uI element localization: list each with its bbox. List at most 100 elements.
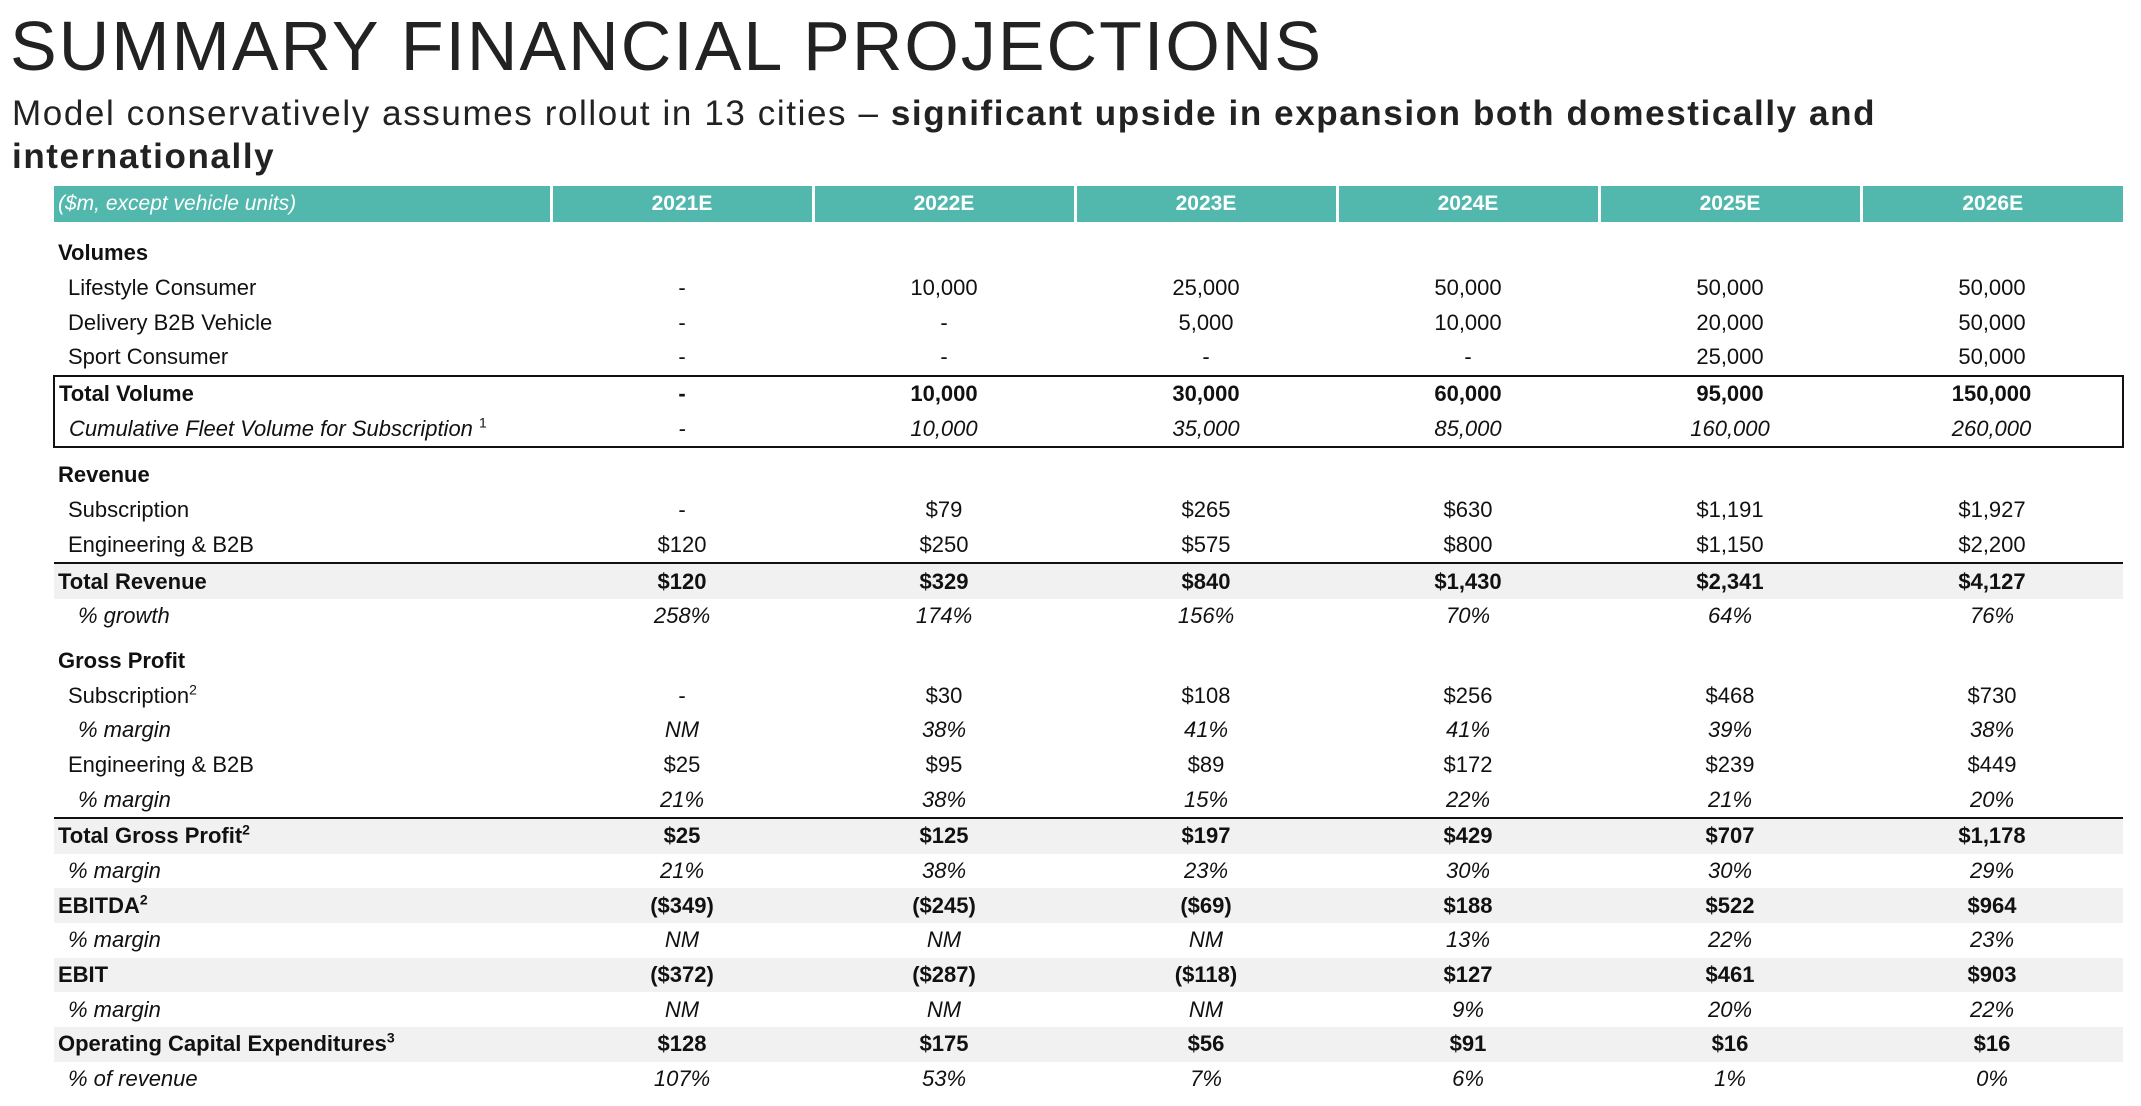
cell-value: 50,000 — [1696, 275, 1764, 301]
cell-value: $800 — [1443, 531, 1493, 557]
cell-value: $172 — [1443, 751, 1493, 777]
table-row-total-gp: Total Gross Profit2 $25 $125 $197 $429 $707 $1… — [54, 817, 2123, 854]
cell-value: $56 — [1075, 1027, 1337, 1062]
cell-value: 20% — [1969, 786, 2015, 812]
cell-value: - — [1202, 344, 1210, 370]
cell-value: 1% — [1714, 1066, 1746, 1092]
cell-value: 38% — [1969, 717, 2015, 743]
cell-value: - — [678, 275, 686, 301]
cell-value: $964 — [1861, 888, 2123, 924]
row-label-text: EBIT — [58, 962, 109, 988]
cell-value: 5,000 — [1178, 309, 1234, 335]
row-label: Engineering & B2B — [54, 748, 551, 783]
footnote-marker: 3 — [386, 1030, 395, 1047]
table-row-cumulative: Cumulative Fleet Volume for Subscription… — [53, 411, 2124, 449]
cell-value: 76% — [1969, 603, 2015, 629]
cell-value: - — [940, 309, 948, 335]
cell-value: ($69) — [1075, 888, 1337, 924]
cell-value: $91 — [1337, 1027, 1599, 1062]
cell-value: 23% — [1969, 927, 2015, 953]
cell-value: 156% — [1177, 603, 1235, 629]
cell-value: 258% — [653, 603, 711, 629]
cell-value: $2,341 — [1599, 562, 1861, 599]
cell-value: $1,430 — [1337, 562, 1599, 599]
cell-value: 64% — [1707, 603, 1753, 629]
row-label: % of revenue — [54, 1062, 551, 1097]
cell-value: 0% — [1976, 1066, 2008, 1092]
cell-value: $468 — [1705, 682, 1755, 708]
table-row-gp-eng-margin: % margin 21% 38% 15% 22% 21% 20% — [54, 782, 2123, 818]
row-label-text: Engineering & B2B — [68, 751, 254, 777]
row-label: % margin — [54, 713, 551, 748]
row-label: EBIT — [54, 957, 551, 993]
cell-value: $16 — [1861, 1027, 2123, 1062]
header-year: 2026E — [1859, 186, 2123, 222]
cell-value: NM — [1188, 927, 1224, 953]
table-row-capex-pct: % of revenue 107% 53% 7% 6% 1% 0% — [54, 1062, 2123, 1097]
cell-value: 95,000 — [1599, 374, 1861, 412]
cell-value: $2,200 — [1958, 531, 2026, 557]
cell-value: $239 — [1705, 751, 1755, 777]
cell-value: - — [678, 497, 686, 523]
cell-value: $250 — [919, 531, 969, 557]
cell-value: $429 — [1337, 817, 1599, 854]
cell-value: ($245) — [813, 888, 1075, 924]
page-title: SUMMARY FINANCIAL PROJECTIONS — [10, 7, 1324, 85]
cell-value: $522 — [1599, 888, 1861, 924]
cell-value: 160,000 — [1599, 411, 1861, 449]
cell-value: $25 — [551, 817, 813, 854]
table-row-total-revenue: Total Revenue $120 $329 $840 $1,430 $2,341 $4,… — [54, 562, 2123, 599]
cell-value: 70% — [1445, 603, 1491, 629]
cell-value: $79 — [925, 497, 963, 523]
subtitle-normal: Model conservatively assumes rollout in … — [12, 94, 891, 133]
cell-value: $197 — [1075, 817, 1337, 854]
cell-value: 25,000 — [1696, 344, 1764, 370]
cell-value: - — [678, 682, 686, 708]
cell-value: $1,178 — [1861, 817, 2123, 854]
row-label: % margin — [54, 854, 551, 889]
cell-value: - — [551, 374, 813, 412]
cell-value: 10,000 — [1434, 309, 1502, 335]
table-row-ebit-margin: % margin NM NM NM 9% 20% 22% — [54, 992, 2123, 1027]
row-label-text: % margin — [68, 927, 161, 953]
cell-value: 21% — [659, 858, 705, 884]
row-label: % margin — [54, 923, 551, 958]
table-row-gp-sub-margin: % margin NM 38% 41% 41% 39% 38% — [54, 713, 2123, 748]
row-label: Lifestyle Consumer — [54, 271, 551, 306]
section-gross-profit: Gross Profit — [54, 644, 2123, 679]
row-label-text: Operating Capital Expenditures — [58, 1031, 387, 1057]
row-label-text: % of revenue — [68, 1066, 198, 1092]
cell-value: 35,000 — [1075, 411, 1337, 449]
cell-value: 9% — [1452, 996, 1484, 1022]
header-year: 2024E — [1335, 186, 1599, 222]
cell-value: 20% — [1707, 996, 1753, 1022]
row-label: % margin — [54, 782, 551, 818]
cell-value: 29% — [1969, 858, 2015, 884]
cell-value: - — [551, 411, 813, 449]
cell-value: $30 — [925, 682, 963, 708]
cell-value: NM — [664, 717, 700, 743]
row-label: Total Gross Profit2 — [54, 817, 551, 854]
cell-value: 30% — [1707, 858, 1753, 884]
row-label-text: Subscription — [68, 682, 190, 708]
cell-value: 10,000 — [910, 275, 978, 301]
cell-value: 6% — [1452, 1066, 1484, 1092]
section-volumes: Volumes — [54, 236, 2123, 271]
table-row-total-volume: Total Volume -10,000 30,000 60,000 95,000 150… — [53, 374, 2124, 412]
table-row-sport: Sport Consumer - - - - 25,000 50,000 — [54, 340, 2123, 376]
table-row-rev-growth: % growth 258% 174% 156% 70% 64% 76% — [54, 599, 2123, 634]
row-label: Operating Capital Expenditures3 — [54, 1027, 551, 1062]
cell-value: - — [678, 344, 686, 370]
cell-value: 22% — [1969, 996, 2015, 1022]
cell-value: $256 — [1443, 682, 1493, 708]
cell-value: $4,127 — [1861, 562, 2123, 599]
cell-value: ($118) — [1075, 957, 1337, 993]
cell-value: 50,000 — [1434, 275, 1502, 301]
cell-value: 41% — [1445, 717, 1491, 743]
header-units-label: ($m, except vehicle units) — [54, 186, 551, 222]
row-label: % growth — [54, 599, 551, 634]
row-label-text: Engineering & B2B — [68, 531, 254, 557]
row-label-text: % margin — [68, 858, 161, 884]
row-label: EBITDA2 — [54, 888, 551, 924]
table-row-ebitda: EBITDA2 ($349) ($245) ($69) $188 $522 $964 — [54, 888, 2123, 924]
